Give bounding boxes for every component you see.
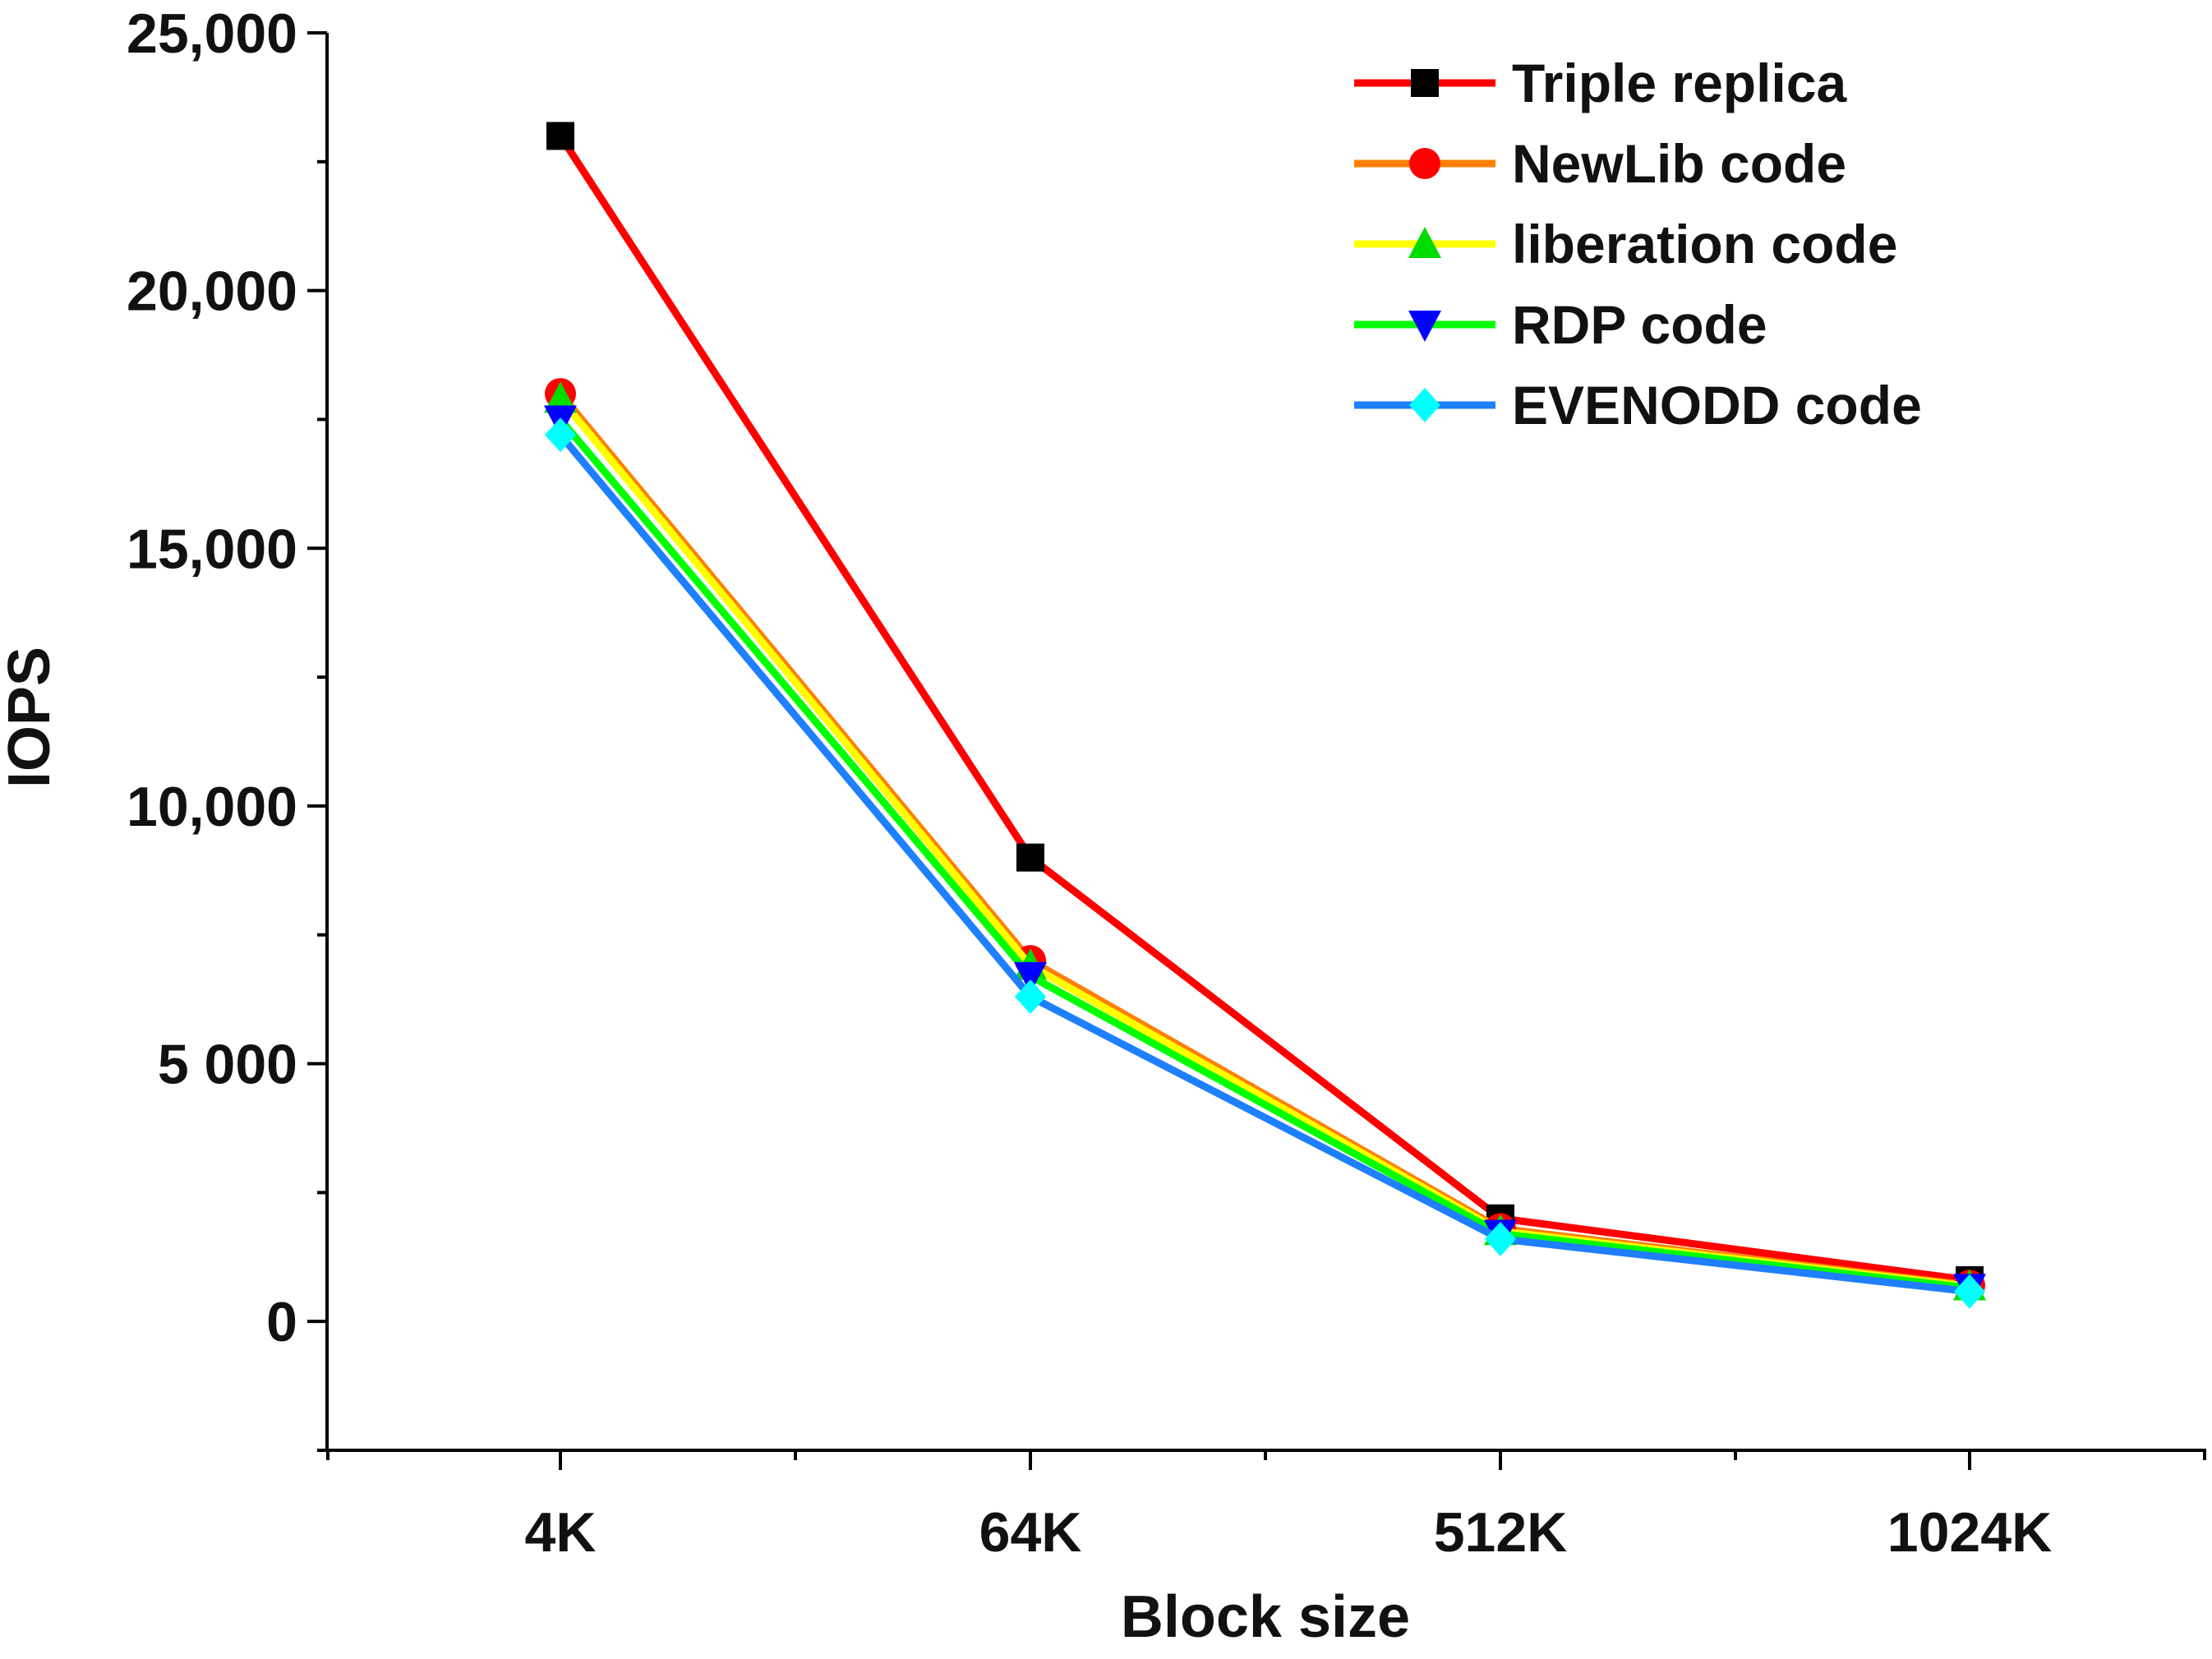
series-2 [544,381,1986,1301]
legend-swatch-marker [1411,69,1439,97]
legend-item: Triple replica [1354,53,1847,113]
legend-swatch-marker [1409,388,1440,422]
axes: 0 5 000 10,000 15,000 20,000 25,000 4K 64K 512K 1… [127,2,2206,1564]
legend-label: RDP code [1512,294,1767,355]
legend-swatch-marker [1409,148,1440,179]
series-line [557,432,1970,1296]
series-line [557,417,1970,1292]
series-line [557,133,1970,1284]
y-tick-label: 0 [266,1291,297,1353]
legend-item: liberation code [1354,214,1897,274]
legend-label: Triple replica [1512,53,1847,113]
series-line [557,391,1970,1289]
y-tick-label: 20,000 [127,260,297,323]
y-axis-title: IOPS [0,647,62,788]
series-line [557,396,1970,1290]
data-point [1485,1221,1516,1256]
data-point [1014,961,1047,993]
x-tick-label: 512K [1434,1501,1568,1564]
data-point [1954,1274,1985,1309]
y-tick-label: 10,000 [127,776,297,838]
y-tick-label: 5 000 [158,1034,297,1096]
legend-swatch-marker [1408,311,1441,342]
x-axis-title: Block size [1121,1584,1410,1650]
x-tick-label: 4K [525,1501,597,1564]
legend-item: RDP code [1354,294,1767,355]
series-layer [544,122,1986,1309]
legend-swatch-marker [1408,227,1441,258]
data-point [544,381,577,413]
series-3 [544,405,1986,1306]
legend-label: EVENODD code [1512,375,1922,435]
legend: Triple replica NewLib code liberation code… [1354,53,1922,435]
y-tick-label: 25,000 [127,2,297,65]
x-tick-label: 1024K [1887,1501,2052,1564]
series-4 [545,417,1985,1309]
data-point [546,122,574,150]
data-point [545,417,576,453]
y-tick-label: 15,000 [127,518,297,580]
legend-item: EVENODD code [1354,375,1922,435]
data-point [1016,843,1044,872]
series-1 [545,378,1985,1302]
data-point [1015,979,1046,1014]
x-tick-label: 64K [979,1501,1082,1564]
legend-label: liberation code [1512,214,1897,274]
legend-label: NewLib code [1512,133,1846,194]
legend-item: NewLib code [1354,133,1846,194]
